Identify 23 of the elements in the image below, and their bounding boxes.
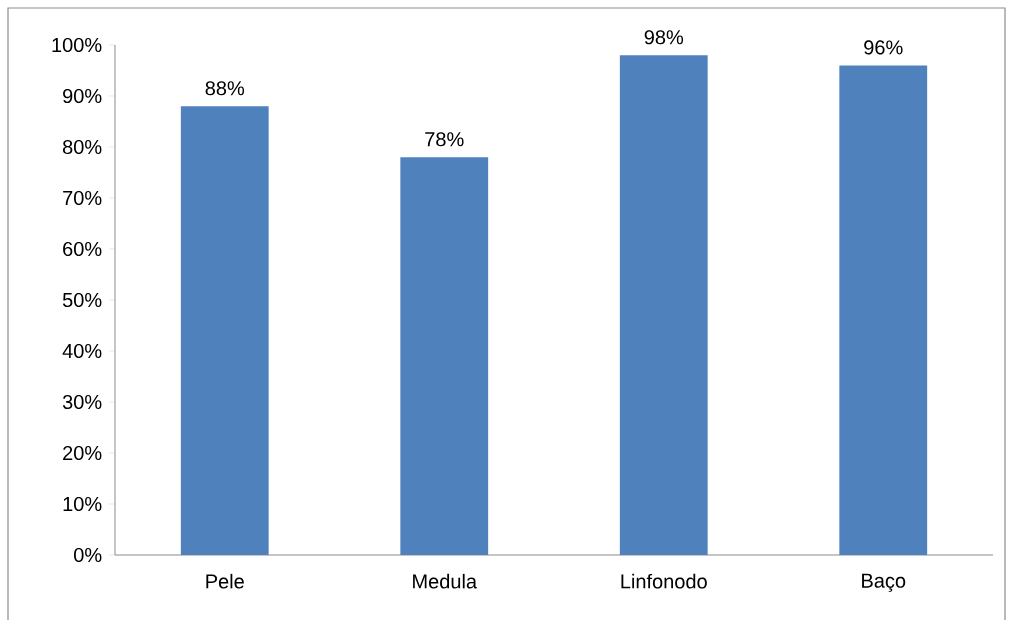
y-tick-label: 100% — [52, 37, 102, 53]
bar — [619, 55, 708, 555]
y-tick-label: 70% — [63, 190, 102, 206]
bar — [180, 106, 269, 555]
bar — [400, 157, 489, 555]
data-label: 78% — [425, 132, 464, 147]
y-tick-label: 90% — [63, 88, 102, 104]
y-tick-label: 60% — [63, 241, 102, 257]
data-label: 96% — [864, 40, 903, 55]
y-tick-label: 30% — [62, 394, 102, 410]
bar — [839, 65, 928, 555]
y-tick-label: 10% — [63, 496, 102, 512]
x-tick-label: Baço — [862, 573, 906, 592]
y-tick-label: 0% — [74, 547, 102, 563]
data-label: 98% — [644, 30, 684, 45]
x-tick-label: Medula — [413, 573, 478, 589]
y-tick-label: 20% — [63, 445, 102, 461]
x-tick-label: Pele — [206, 573, 244, 589]
data-label: 88% — [205, 81, 245, 96]
y-tick-label: 40% — [62, 343, 102, 359]
y-tick-label: 80% — [62, 139, 102, 155]
x-tick-label: Linfonodo — [621, 573, 707, 589]
y-tick-label: 50% — [62, 292, 102, 308]
